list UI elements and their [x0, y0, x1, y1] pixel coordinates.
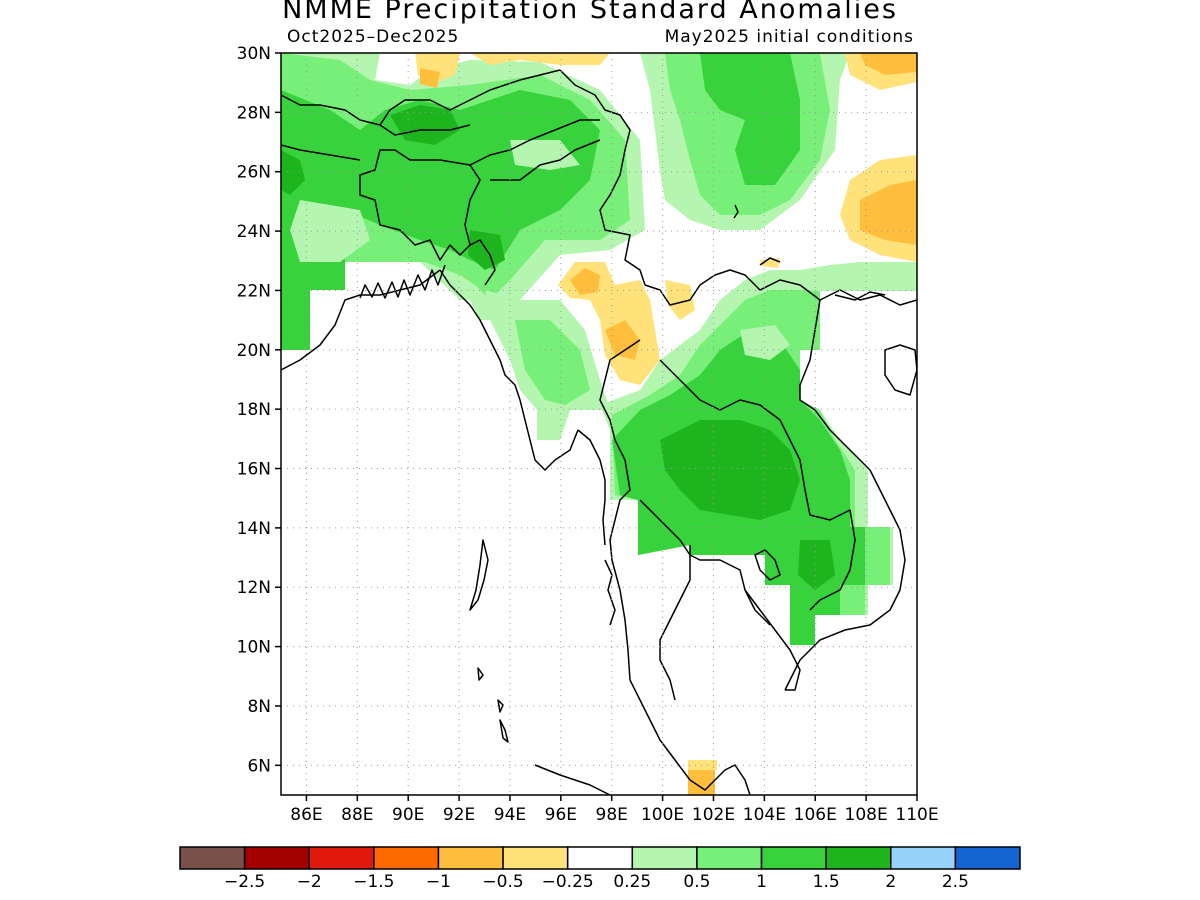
map-title: NMME Precipitation Standard Anomalies — [282, 0, 898, 25]
colorbar-label: −1 — [426, 872, 451, 892]
anomaly-region-nw-dark — [390, 105, 460, 145]
lat-label: 20N — [237, 341, 271, 361]
lat-label: 26N — [237, 163, 271, 183]
map-axes: 30N 28N 26N 24N 22N 20N 18N 16N 14N 12N 10N 8N 6N 86E… — [237, 44, 939, 825]
colorbar-swatch — [760, 846, 827, 870]
anomaly-region-c-orange-2 — [605, 320, 640, 360]
grid-lines — [281, 53, 917, 795]
colorbar-label: 0.5 — [683, 872, 710, 892]
lat-label: 14N — [237, 519, 271, 539]
plot-frame — [280, 52, 918, 796]
lat-label: 16N — [237, 460, 271, 480]
anomaly-region-se-dark-2 — [798, 540, 835, 590]
anomaly-contours — [281, 53, 917, 795]
colorbar-swatch — [890, 846, 957, 870]
colorbar-label: 1.5 — [813, 872, 840, 892]
lon-label: 92E — [443, 805, 475, 825]
lat-label: 28N — [237, 103, 271, 123]
colorbar-swatch — [954, 846, 1021, 870]
colorbar-label: −0.5 — [482, 872, 523, 892]
colorbar-label: 1 — [756, 872, 767, 892]
anomaly-region-e-orange — [860, 180, 917, 245]
colorbar-label: 0.25 — [613, 872, 651, 892]
anomaly-region-n-orange — [420, 68, 440, 88]
anomaly-region-nw-dark-2 — [281, 150, 305, 195]
anomaly-region-ne-mid — [700, 53, 800, 185]
lon-label: 110E — [895, 805, 938, 825]
colorbar-swatch — [825, 846, 892, 870]
anomaly-region-c-yellow-2 — [665, 280, 695, 320]
colorbar-swatch — [437, 846, 504, 870]
anomaly-region-se-dark — [660, 420, 800, 520]
lon-label: 102E — [692, 805, 735, 825]
lat-label: 22N — [237, 281, 271, 301]
lat-label: 30N — [237, 44, 271, 64]
lon-label: 98E — [596, 805, 628, 825]
anomaly-region-se-light-2 — [740, 325, 790, 360]
colorbar-swatch — [631, 846, 698, 870]
lon-label: 96E — [545, 805, 577, 825]
colorbar-label: 2 — [885, 872, 896, 892]
colorbar-swatch — [566, 846, 634, 870]
anomaly-region-n-yellow-2 — [470, 53, 610, 65]
lon-label: 90E — [392, 805, 424, 825]
anomaly-region-nw-light-3 — [510, 140, 580, 170]
lon-label: 106E — [794, 805, 837, 825]
anomaly-region-myanmar-green — [515, 320, 590, 405]
lat-label: 12N — [237, 578, 271, 598]
colorbar-label: −2.5 — [224, 872, 265, 892]
lon-label: 104E — [743, 805, 786, 825]
anomaly-region-s-yellow — [688, 760, 717, 770]
lat-label: 18N — [237, 400, 271, 420]
colorbar-swatch — [243, 846, 310, 870]
anomaly-region-ne-orange — [860, 53, 917, 75]
lat-label: 6N — [247, 756, 271, 776]
anomaly-region-c-orange — [570, 268, 600, 295]
lat-label: 24N — [237, 222, 271, 242]
lon-label: 86E — [290, 805, 322, 825]
lat-label: 8N — [247, 697, 271, 717]
lon-label: 100E — [641, 805, 684, 825]
colorbar-swatch — [696, 846, 763, 870]
colorbar-swatch — [179, 846, 246, 870]
forecast-period: Oct2025–Dec2025 — [287, 27, 460, 47]
lon-label: 108E — [845, 805, 888, 825]
initial-conditions: May2025 initial conditions — [664, 27, 914, 47]
colorbar-label: −2 — [297, 872, 322, 892]
colorbar-label: −0.25 — [542, 872, 594, 892]
colorbar-swatch — [308, 846, 375, 870]
colorbar-label: −1.5 — [353, 872, 394, 892]
lon-label: 94E — [494, 805, 526, 825]
colorbar-label: 2.5 — [942, 872, 969, 892]
colorbar-swatch — [373, 846, 440, 870]
colorbar: −2.5 −2 −1.5 −1 −0.5 −0.25 0.25 0.5 1 1.5 2 2.5 — [179, 846, 1021, 892]
lat-label: 10N — [237, 638, 271, 658]
colorbar-swatch — [502, 846, 569, 870]
lon-label: 88E — [341, 805, 373, 825]
